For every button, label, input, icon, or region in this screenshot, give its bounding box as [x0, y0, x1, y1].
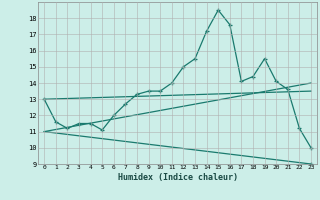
X-axis label: Humidex (Indice chaleur): Humidex (Indice chaleur) — [118, 173, 238, 182]
